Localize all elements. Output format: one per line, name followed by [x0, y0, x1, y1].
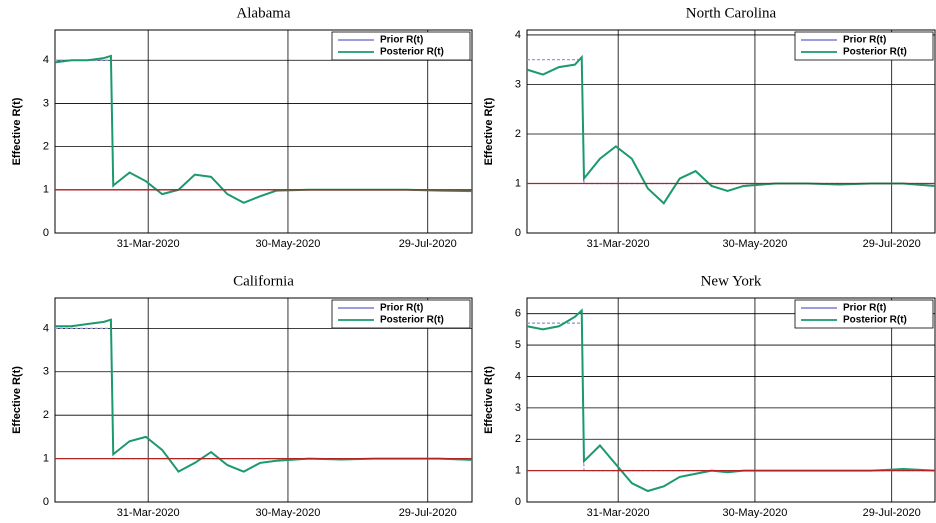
- x-tick-label: 30-May-2020: [723, 238, 788, 250]
- series-line: [527, 59, 935, 185]
- y-tick-label: 0: [43, 496, 49, 508]
- x-tick-label: 30-May-2020: [256, 507, 321, 518]
- y-tick-label: 5: [515, 339, 521, 351]
- series-line: [55, 318, 473, 473]
- legend-label: Prior R(t): [843, 303, 886, 314]
- chart-title: New York: [701, 273, 762, 289]
- y-tick-label: 1: [515, 465, 521, 477]
- y-tick-label: 3: [515, 78, 521, 90]
- y-tick-label: 2: [515, 128, 521, 140]
- series-line: [54, 54, 473, 204]
- legend-label: Posterior R(t): [843, 47, 907, 58]
- plot-frame: [526, 29, 936, 234]
- y-axis-label: Effective R(t): [483, 97, 495, 165]
- y-tick-label: 3: [43, 97, 49, 109]
- series-line: [526, 54, 936, 205]
- y-tick-label: 4: [43, 322, 49, 334]
- y-tick-label: 4: [515, 370, 521, 382]
- y-tick-label: 2: [515, 433, 521, 445]
- legend-box: [794, 299, 934, 329]
- y-tick-label: 0: [515, 496, 521, 508]
- x-tick-label: 29-Jul-2020: [863, 507, 921, 518]
- y-axis-label: Effective R(t): [11, 97, 23, 165]
- y-axis-label: Effective R(t): [11, 366, 23, 434]
- legend-box: [331, 31, 471, 61]
- x-tick-label: 30-May-2020: [256, 238, 321, 250]
- series-line: [55, 59, 472, 191]
- y-tick-label: 2: [43, 141, 49, 153]
- x-tick-label: 30-May-2020: [723, 507, 788, 518]
- y-tick-label: 6: [515, 308, 521, 320]
- legend-label: Posterior R(t): [380, 315, 444, 326]
- legend-box: [794, 31, 934, 61]
- x-tick-label: 29-Jul-2020: [863, 238, 921, 250]
- chart-title: Alabama: [236, 5, 290, 21]
- y-tick-label: 4: [43, 54, 49, 66]
- x-tick-label: 31-Mar-2020: [117, 238, 180, 250]
- chart-title: California: [233, 273, 294, 289]
- x-tick-label: 31-Mar-2020: [587, 507, 650, 518]
- y-tick-label: 2: [43, 409, 49, 421]
- y-axis-label: Effective R(t): [483, 366, 495, 434]
- series-line: [526, 308, 936, 493]
- chart-title: North Carolina: [686, 5, 777, 21]
- legend-label: Prior R(t): [380, 35, 423, 46]
- x-tick-label: 29-Jul-2020: [399, 507, 457, 518]
- y-tick-label: 4: [515, 29, 521, 41]
- y-tick-label: 0: [515, 227, 521, 239]
- legend-box: [331, 299, 471, 329]
- y-tick-label: 0: [43, 227, 49, 239]
- y-tick-label: 1: [43, 184, 49, 196]
- y-tick-label: 1: [515, 177, 521, 189]
- legend-label: Posterior R(t): [843, 315, 907, 326]
- y-tick-label: 3: [515, 402, 521, 414]
- x-tick-label: 29-Jul-2020: [399, 238, 457, 250]
- legend-label: Posterior R(t): [380, 47, 444, 58]
- y-tick-label: 1: [43, 453, 49, 465]
- y-tick-label: 3: [43, 366, 49, 378]
- x-tick-label: 31-Mar-2020: [117, 507, 180, 518]
- legend-label: Prior R(t): [380, 303, 423, 314]
- x-tick-label: 31-Mar-2020: [587, 238, 650, 250]
- series-line: [55, 327, 472, 460]
- legend-label: Prior R(t): [843, 35, 886, 46]
